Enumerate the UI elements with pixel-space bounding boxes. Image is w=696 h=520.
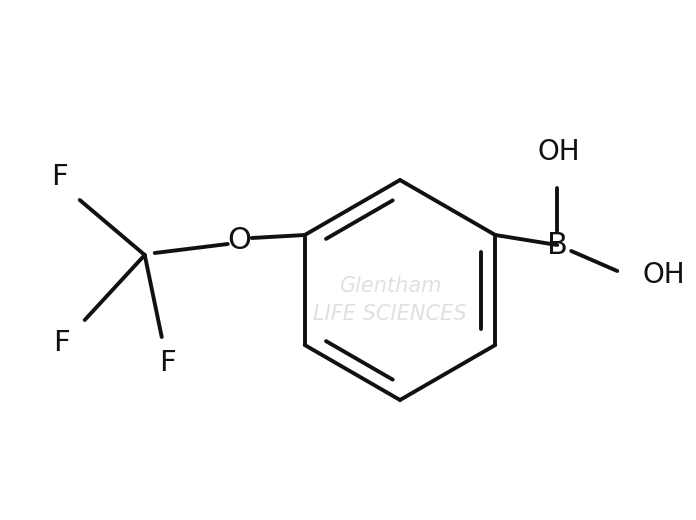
Text: O: O [228, 226, 252, 254]
Text: OH: OH [538, 138, 580, 166]
Text: F: F [54, 329, 70, 357]
Text: F: F [52, 163, 68, 191]
Text: OH: OH [642, 261, 685, 289]
Text: F: F [159, 349, 176, 377]
Text: Glentham
LIFE SCIENCES: Glentham LIFE SCIENCES [313, 276, 467, 324]
Text: B: B [547, 230, 568, 259]
